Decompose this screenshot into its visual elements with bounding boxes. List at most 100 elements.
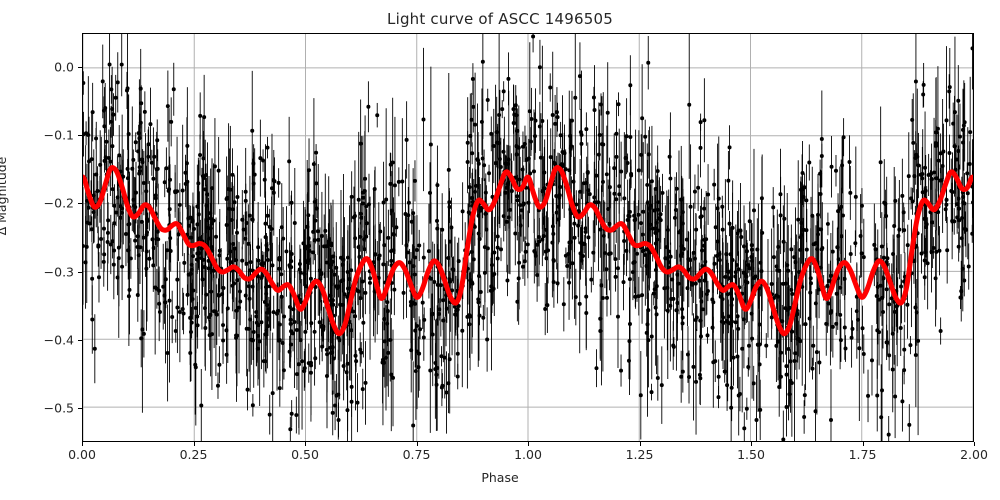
data-point bbox=[697, 278, 702, 283]
data-point bbox=[455, 374, 460, 379]
data-point bbox=[887, 302, 892, 307]
data-point bbox=[545, 303, 550, 308]
data-point bbox=[499, 247, 504, 252]
data-point bbox=[640, 116, 645, 121]
data-point bbox=[742, 426, 747, 431]
data-point bbox=[89, 227, 94, 232]
data-point bbox=[781, 281, 786, 286]
y-tick-label: −0.4 bbox=[43, 332, 74, 348]
data-point bbox=[804, 198, 809, 203]
data-point bbox=[173, 329, 178, 334]
data-point bbox=[802, 414, 807, 419]
data-point bbox=[133, 238, 138, 243]
data-point bbox=[900, 193, 905, 198]
data-point bbox=[647, 227, 652, 232]
data-point bbox=[90, 317, 95, 322]
data-point bbox=[699, 214, 704, 219]
data-point bbox=[727, 221, 732, 226]
data-point bbox=[515, 299, 520, 304]
data-point bbox=[733, 274, 738, 279]
data-point bbox=[277, 386, 282, 391]
data-point bbox=[957, 134, 962, 139]
data-point bbox=[626, 358, 631, 363]
data-point bbox=[676, 230, 681, 235]
data-point bbox=[384, 197, 389, 202]
data-point bbox=[804, 247, 809, 252]
y-tick-label: −0.3 bbox=[43, 264, 74, 280]
data-point bbox=[834, 321, 839, 326]
data-point bbox=[300, 359, 305, 364]
data-point bbox=[717, 258, 722, 263]
data-point bbox=[237, 289, 242, 294]
data-point bbox=[141, 235, 146, 240]
data-point bbox=[875, 393, 880, 398]
data-point bbox=[594, 366, 599, 371]
data-point bbox=[275, 308, 280, 313]
data-point bbox=[319, 324, 324, 329]
data-point bbox=[251, 329, 256, 334]
data-point bbox=[428, 368, 433, 373]
data-point bbox=[480, 156, 485, 161]
data-point bbox=[189, 320, 194, 325]
data-point bbox=[207, 315, 212, 320]
data-point bbox=[641, 209, 646, 214]
data-point bbox=[607, 185, 612, 190]
data-point bbox=[456, 259, 461, 264]
data-point bbox=[696, 185, 701, 190]
data-point bbox=[485, 337, 490, 342]
data-point bbox=[311, 229, 316, 234]
data-point bbox=[857, 346, 862, 351]
data-point bbox=[738, 228, 743, 233]
data-point bbox=[711, 360, 716, 365]
data-point bbox=[481, 315, 486, 320]
data-point bbox=[344, 370, 349, 375]
data-point bbox=[591, 95, 596, 100]
data-point bbox=[592, 108, 597, 113]
x-tick-label: 0.25 bbox=[179, 447, 208, 462]
data-point bbox=[659, 383, 664, 388]
data-point bbox=[921, 82, 926, 87]
data-point bbox=[376, 256, 381, 261]
data-point bbox=[439, 354, 444, 359]
data-point bbox=[388, 338, 393, 343]
data-point bbox=[302, 244, 307, 249]
data-point bbox=[198, 152, 203, 157]
data-point bbox=[168, 249, 173, 253]
data-point bbox=[294, 413, 299, 418]
data-point bbox=[816, 227, 821, 232]
data-point bbox=[345, 408, 350, 413]
data-point bbox=[165, 248, 170, 253]
data-point bbox=[113, 95, 118, 100]
data-point bbox=[893, 394, 898, 399]
data-point bbox=[617, 184, 622, 189]
data-point bbox=[433, 367, 438, 372]
x-tick-mark bbox=[751, 442, 752, 446]
x-tick-mark bbox=[528, 442, 529, 446]
data-point bbox=[151, 176, 156, 181]
data-point bbox=[729, 385, 734, 390]
data-point bbox=[112, 221, 117, 226]
data-point bbox=[933, 276, 938, 281]
data-point bbox=[465, 160, 470, 164]
data-point bbox=[780, 319, 785, 324]
data-point bbox=[887, 353, 892, 358]
data-point bbox=[567, 168, 572, 173]
data-point bbox=[785, 263, 790, 268]
data-point bbox=[325, 260, 330, 265]
data-point bbox=[250, 403, 255, 408]
data-point bbox=[216, 168, 221, 173]
data-point bbox=[930, 220, 935, 225]
data-point bbox=[256, 258, 261, 263]
data-point bbox=[600, 296, 605, 301]
data-point bbox=[362, 247, 367, 252]
data-point bbox=[923, 225, 928, 230]
data-point bbox=[613, 274, 618, 279]
data-point bbox=[784, 405, 789, 410]
y-tick-mark bbox=[78, 339, 82, 341]
data-point bbox=[153, 285, 158, 290]
data-point bbox=[814, 350, 819, 355]
data-point bbox=[489, 131, 494, 136]
data-point bbox=[265, 145, 270, 150]
data-point bbox=[649, 334, 654, 339]
data-point bbox=[523, 249, 528, 254]
